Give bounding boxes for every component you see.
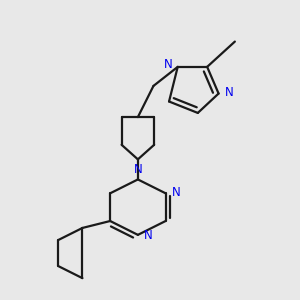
Text: N: N <box>164 58 172 70</box>
Text: N: N <box>172 186 180 199</box>
Text: N: N <box>134 163 142 176</box>
Text: N: N <box>225 86 233 99</box>
Text: N: N <box>144 229 153 242</box>
